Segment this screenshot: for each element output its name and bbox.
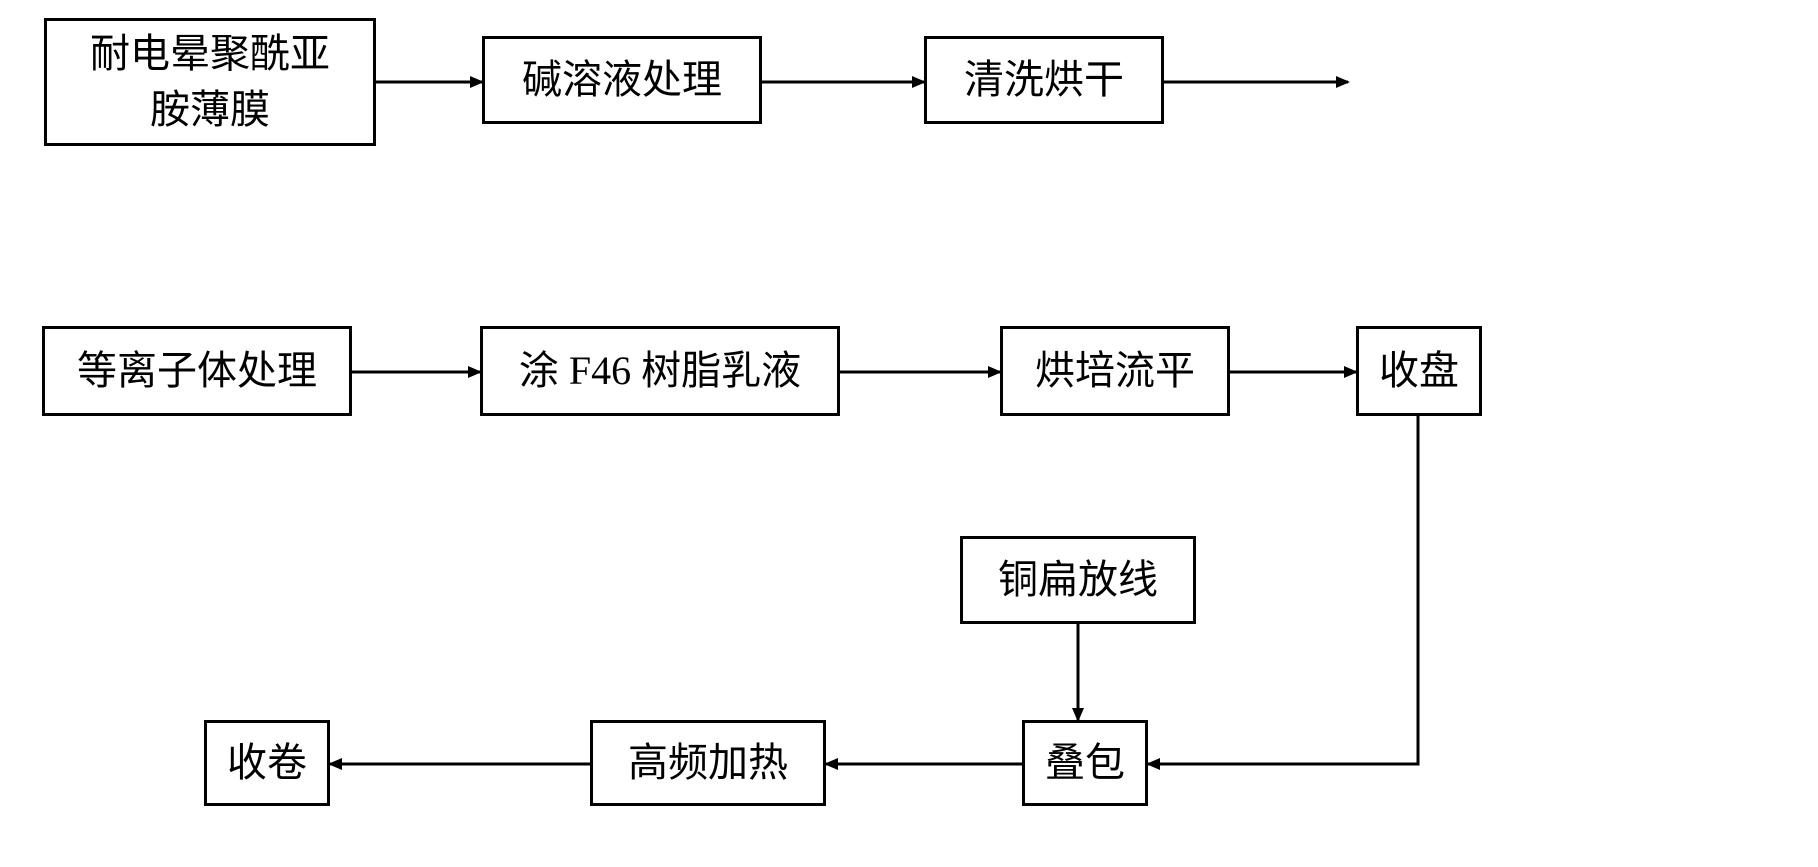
flow-node-label: 等离子体处理 [77,343,317,399]
flow-node-n11: 收卷 [204,720,330,806]
flow-node-label: 涂 F46 树脂乳液 [519,343,801,399]
flow-node-n9: 叠包 [1022,720,1148,806]
flow-node-label: 耐电晕聚酰亚胺薄膜 [90,26,330,138]
flow-node-label: 清洗烘干 [964,52,1124,108]
flow-node-label: 高频加热 [628,735,788,791]
flow-node-label: 铜扁放线 [998,552,1158,608]
flow-node-n2: 碱溶液处理 [482,36,762,124]
flow-node-label: 烘培流平 [1035,343,1195,399]
flow-node-n6: 烘培流平 [1000,326,1230,416]
flow-node-n8: 铜扁放线 [960,536,1196,624]
flow-node-n1: 耐电晕聚酰亚胺薄膜 [44,18,376,146]
flowchart-canvas: 耐电晕聚酰亚胺薄膜 碱溶液处理 清洗烘干等离子体处理 涂 F46 树脂乳液 烘培流平 收盘… [0,0,1818,867]
flow-node-label: 收卷 [227,735,307,791]
flow-node-label: 收盘 [1379,343,1459,399]
flow-node-label: 叠包 [1045,735,1125,791]
flow-node-n5: 涂 F46 树脂乳液 [480,326,840,416]
flow-node-n10: 高频加热 [590,720,826,806]
flow-node-n4: 等离子体处理 [42,326,352,416]
flow-node-n3: 清洗烘干 [924,36,1164,124]
flow-node-n7: 收盘 [1356,326,1482,416]
flow-node-label: 碱溶液处理 [522,52,722,108]
